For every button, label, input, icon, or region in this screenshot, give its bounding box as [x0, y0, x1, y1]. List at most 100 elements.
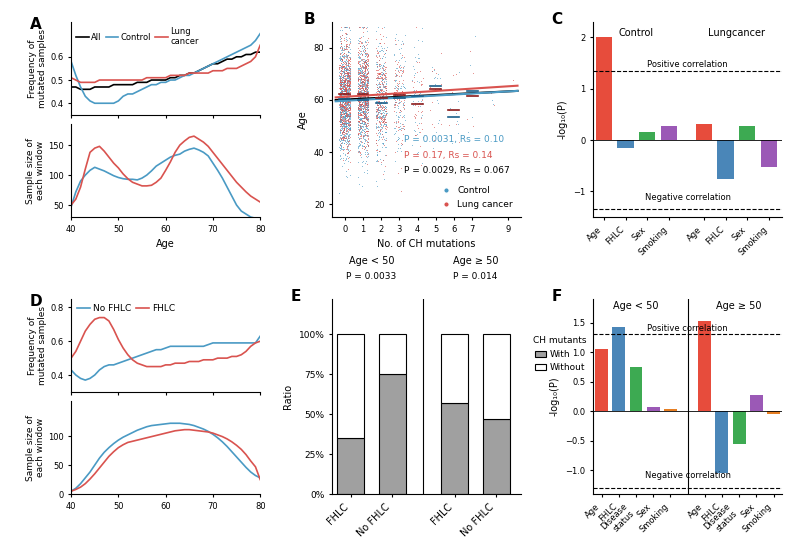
Point — [356, 68, 369, 77]
Point — [335, 84, 348, 93]
Point — [377, 75, 389, 83]
Point — [338, 115, 351, 124]
Point — [377, 69, 389, 78]
Lung
cancer — [100, 77, 109, 83]
Point — [343, 104, 356, 113]
Point — [343, 71, 356, 80]
Point — [354, 123, 367, 132]
Point — [371, 111, 384, 120]
Point — [342, 82, 355, 91]
Point — [359, 49, 371, 58]
Lung
cancer — [194, 70, 204, 76]
Bar — [750, 395, 763, 411]
Point — [333, 99, 346, 108]
Point — [340, 137, 352, 146]
Point — [337, 126, 349, 135]
Point — [432, 116, 445, 125]
Text: B: B — [303, 12, 315, 27]
No FHLC — [100, 363, 109, 370]
Point — [340, 87, 353, 96]
Point — [340, 171, 352, 180]
Point — [343, 91, 356, 99]
Point — [338, 53, 351, 61]
Point — [336, 60, 348, 69]
Point — [371, 123, 383, 132]
Point — [342, 76, 355, 85]
Point — [334, 104, 347, 113]
Point — [344, 126, 356, 135]
Point — [375, 42, 388, 51]
Point — [339, 111, 352, 120]
Point — [353, 72, 366, 81]
Point — [352, 75, 364, 84]
Point — [361, 103, 374, 112]
Point — [450, 116, 463, 125]
Point — [340, 78, 353, 87]
Point — [352, 69, 365, 78]
Point — [341, 85, 354, 94]
Point — [340, 115, 353, 124]
Point — [334, 125, 347, 133]
Point — [361, 84, 374, 93]
Point — [362, 111, 374, 120]
Point — [337, 125, 350, 133]
Point — [334, 54, 347, 63]
Point — [353, 83, 366, 92]
Point — [353, 105, 366, 114]
Point — [361, 98, 374, 107]
Point — [341, 63, 354, 72]
Point — [333, 60, 346, 69]
Point — [343, 62, 356, 71]
Point — [379, 87, 392, 96]
Point — [340, 85, 353, 94]
Point — [374, 103, 386, 111]
Point — [373, 98, 386, 107]
Point — [377, 106, 389, 115]
FHLC — [246, 343, 255, 350]
Point — [388, 123, 401, 132]
Point — [352, 58, 365, 67]
Point — [427, 65, 440, 74]
Point — [344, 121, 356, 130]
Point — [379, 107, 392, 115]
Point — [373, 99, 386, 108]
Point — [361, 26, 374, 35]
Point — [341, 134, 354, 143]
Point — [356, 96, 369, 105]
Point — [379, 64, 392, 73]
Point — [378, 113, 390, 122]
Point — [359, 61, 371, 70]
Point — [359, 99, 372, 108]
Point — [336, 54, 348, 63]
Point — [333, 117, 346, 126]
Point — [356, 38, 369, 47]
Control — [76, 83, 85, 90]
All — [156, 77, 166, 83]
Control — [128, 91, 137, 97]
Point — [337, 105, 350, 114]
Point — [359, 89, 372, 98]
Point — [338, 106, 351, 115]
Point — [357, 75, 370, 84]
Point — [342, 72, 355, 81]
Lung
cancer — [180, 72, 190, 79]
Point — [337, 101, 349, 110]
Point — [371, 86, 384, 95]
Point — [337, 84, 350, 93]
Point — [358, 69, 371, 78]
Bar — [716, 411, 728, 473]
Point — [358, 98, 371, 107]
Point — [379, 93, 392, 102]
Point — [362, 82, 374, 91]
Point — [338, 103, 351, 112]
Point — [338, 130, 351, 138]
Point — [375, 68, 388, 76]
Point — [355, 104, 367, 113]
Point — [343, 82, 356, 91]
Point — [352, 128, 364, 137]
Point — [343, 137, 356, 146]
Point — [337, 89, 349, 98]
Point — [359, 41, 372, 50]
Point — [371, 109, 384, 118]
Point — [411, 129, 423, 138]
